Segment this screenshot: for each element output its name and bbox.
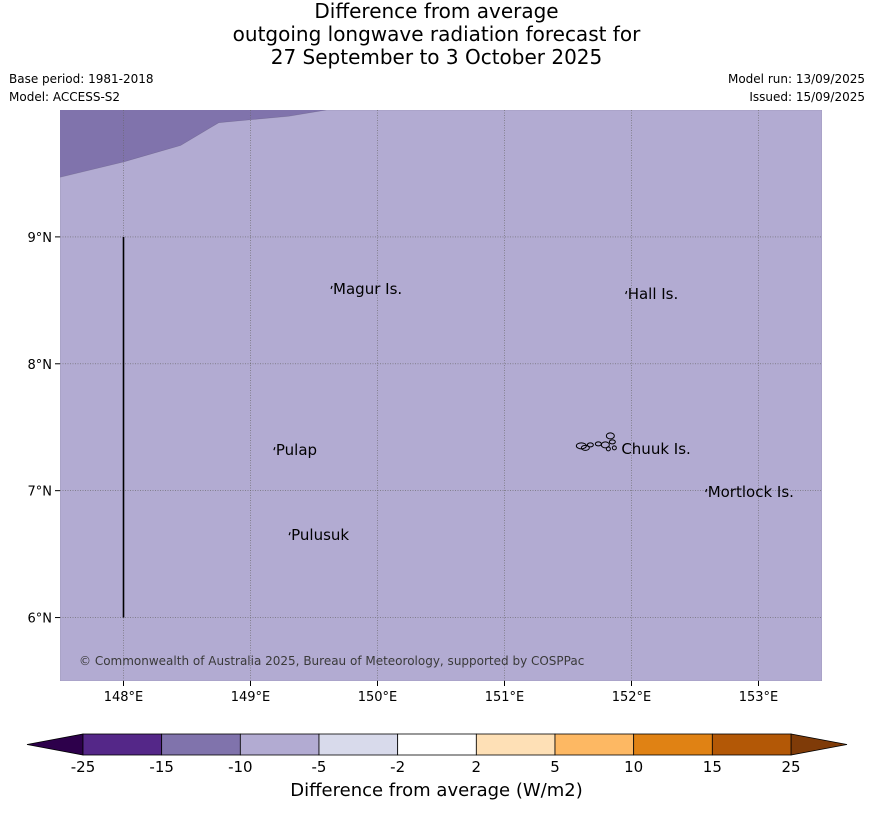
colorbar-tick-label-2: -10 [228,758,253,776]
colorbar-tick-label-1: -15 [149,758,174,776]
colorbar-tick-label-7: 10 [624,758,643,776]
lat-tick-label-0: 6°N [28,612,53,627]
colorbar-swatch-5 [475,733,556,756]
lon-tick-label-5: 153°E [739,690,779,705]
colorbar-title: Difference from average (W/m2) [290,780,583,801]
lat-tick-label-1: 7°N [28,485,53,500]
island-shape-7 [611,445,617,451]
place-label-1: Hall Is. [628,285,679,303]
island-shape-4 [600,441,610,449]
place-label-4: Mortlock Is. [708,483,794,501]
colorbar-swatch-2 [239,733,320,756]
map-overlay: Magur Is. Hall Is. Pulap Chuuk Is. Mortlock … [79,236,794,668]
island-shape-6 [608,439,616,445]
lon-tick-label-1: 149°E [231,690,271,705]
lat-tick-label-2: 8°N [28,358,53,373]
base-period: Base period: 1981-2018 [9,72,154,86]
lat-tick-label-3: 9°N [28,231,53,246]
chart-title: Difference from average outgoing longwav… [0,0,873,69]
colorbar-tick-label-4: -2 [390,758,405,776]
colorbar-tick-label-9: 25 [781,758,800,776]
lon-tick-label-0: 148°E [104,690,144,705]
island-shape-5 [605,432,615,440]
lon-tick-label-4: 152°E [612,690,652,705]
title-line-3: 27 September to 3 October 2025 [270,45,603,69]
meta-right: Model run: 13/09/2025 Issued: 15/09/2025 [728,70,865,106]
colorbar-tick-label-3: -5 [312,758,327,776]
title-line-2: outgoing longwave radiation forecast for [232,22,641,46]
place-marker-0 [330,285,333,290]
colorbar-swatch-4 [397,733,477,756]
place-label-3: Chuuk Is. [621,440,690,458]
model-run: Model run: 13/09/2025 [727,72,865,86]
place-marker-2 [273,446,276,451]
colorbar-tick-label-6: 5 [550,758,560,776]
colorbar-tick-label-5: 2 [472,758,482,776]
title-line-1: Difference from average [314,0,559,23]
colorbar-tick-label-8: 15 [703,758,722,776]
colorbar-over-arrow [790,733,848,756]
colorbar-tick-label-0: -25 [71,758,96,776]
axis-ticks: 148°E 149°E 150°E 151°E 152°E 153°E 6°N 7°N 8°N 9… [28,231,779,705]
place-marker-4 [705,488,708,493]
grid-lines [60,110,822,681]
issued-date: Issued: 15/09/2025 [749,90,865,104]
chuuk-islands-outline [575,432,617,452]
model-name: Model: ACCESS-S2 [9,90,121,104]
place-marker-1 [625,290,628,295]
lon-tick-label-2: 150°E [358,690,398,705]
place-label-5: Pulusuk [291,526,349,544]
island-shape-2 [586,442,594,448]
copyright-text: © Commonwealth of Australia 2025, Bureau… [79,654,584,668]
colorbar-swatch-3 [318,733,399,756]
meta-left: Base period: 1981-2018 Model: ACCESS-S2 [9,70,154,106]
colorbar: -25 -15 -10 -5 -2 2 5 10 15 25 [26,733,848,776]
lon-tick-label-3: 151°E [485,690,525,705]
contour-band-6 [60,110,822,681]
colorbar-swatch-7 [633,733,713,756]
contour-fills [60,110,822,681]
colorbar-swatch-0 [82,733,163,756]
place-label-0: Magur Is. [333,280,402,298]
colorbar-swatch-6 [554,733,635,756]
colorbar-under-arrow [26,733,84,756]
place-marker-5 [288,531,291,536]
colorbar-swatch-1 [161,733,241,756]
island-shape-1 [580,444,590,451]
colorbar-swatch-8 [711,733,792,756]
island-shape-8 [605,446,611,452]
place-label-2: Pulap [276,441,317,459]
